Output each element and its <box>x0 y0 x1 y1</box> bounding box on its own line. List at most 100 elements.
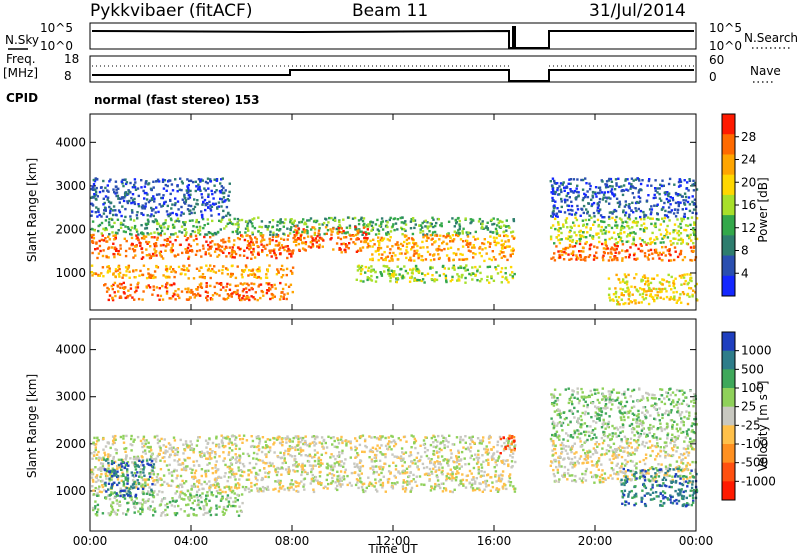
velocity-cell <box>377 473 381 476</box>
velocity-cell <box>116 467 119 470</box>
power-cell <box>692 208 696 211</box>
power-cell <box>136 187 140 190</box>
power-cell <box>159 294 163 298</box>
power-cell <box>122 196 125 199</box>
power-cell <box>265 243 269 247</box>
velocity-cell <box>468 436 471 439</box>
velocity-cell <box>90 452 93 455</box>
power-cell <box>564 248 567 251</box>
power-cell <box>628 213 631 216</box>
velocity-cell <box>480 463 483 466</box>
velocity-cell <box>114 448 117 451</box>
power-cell <box>624 250 627 253</box>
power-cell <box>500 267 504 270</box>
velocity-cell <box>133 455 136 459</box>
velocity-cell <box>193 471 197 475</box>
velocity-cell <box>420 483 423 486</box>
velocity-cell <box>391 435 394 438</box>
velocity-cell <box>384 436 387 440</box>
velocity-cell <box>303 488 306 491</box>
power-cell <box>124 225 127 228</box>
velocity-cell <box>292 469 295 472</box>
power-cell <box>108 211 112 215</box>
power-cell <box>438 256 441 260</box>
power-cell <box>229 255 232 258</box>
power-cell <box>238 231 241 234</box>
velocity-cell <box>381 486 384 489</box>
power-cell <box>626 189 630 192</box>
velocity-cell <box>265 488 269 491</box>
velocity-cell <box>90 471 93 474</box>
velocity-cell <box>286 435 289 438</box>
power-cell <box>189 209 192 212</box>
power-cell <box>378 241 381 244</box>
power-cell <box>686 200 690 204</box>
power-cell <box>660 290 663 293</box>
power-cell <box>643 215 646 218</box>
power-cell <box>486 275 489 278</box>
power-cell <box>656 290 659 294</box>
power-cell <box>579 229 582 233</box>
power-cell <box>171 223 175 227</box>
power-cell <box>198 226 202 229</box>
power-cell <box>647 194 650 197</box>
power-cell <box>276 220 279 224</box>
velocity-cell <box>486 448 490 451</box>
power-cell <box>508 226 511 229</box>
velocity-cell <box>460 482 463 485</box>
power-cell <box>106 196 110 199</box>
power-cell <box>286 256 289 260</box>
power-cell <box>294 244 298 247</box>
power-cell <box>604 186 608 189</box>
power-cell <box>335 227 338 231</box>
power-cell <box>114 268 118 271</box>
power-cell <box>587 255 590 259</box>
velocity-cell <box>329 465 333 468</box>
power-cell <box>130 233 133 236</box>
velocity-cell <box>470 472 473 475</box>
power-cell <box>114 234 117 237</box>
power-cell <box>603 216 606 219</box>
power-cell <box>106 286 109 290</box>
power-cell <box>220 198 224 201</box>
power-cell <box>632 179 635 182</box>
power-cell <box>127 264 130 268</box>
velocity-cell <box>494 475 497 478</box>
velocity-cell <box>311 464 315 467</box>
velocity-cell <box>478 488 481 492</box>
power-cell <box>604 247 608 251</box>
power-cell <box>575 254 578 257</box>
velocity-cell <box>482 460 485 463</box>
power-cell <box>107 221 111 224</box>
power-cell <box>90 234 93 237</box>
power-cell <box>650 289 653 293</box>
power-cell <box>559 210 562 213</box>
power-cell <box>646 184 649 187</box>
power-cell <box>462 240 465 243</box>
power-cell <box>237 225 240 229</box>
power-cell <box>396 218 400 221</box>
velocity-cell <box>152 458 156 461</box>
power-cell <box>97 210 100 214</box>
power-cell <box>369 278 372 281</box>
power-cell <box>384 256 388 259</box>
power-cell <box>268 264 271 267</box>
power-cell <box>252 296 255 299</box>
power-cell <box>230 253 234 256</box>
power-cell <box>195 288 198 291</box>
power-cell <box>426 250 430 254</box>
power-cell <box>108 205 111 209</box>
velocity-cell <box>429 461 433 464</box>
power-cell <box>279 281 282 285</box>
velocity-cell <box>255 435 258 439</box>
power-cell <box>512 218 515 221</box>
power-cell <box>668 281 671 284</box>
power-cell <box>122 281 125 285</box>
velocity-cell <box>405 467 409 470</box>
velocity-cell <box>117 458 121 461</box>
power-cell <box>482 242 486 246</box>
power-cell <box>376 228 379 231</box>
power-cell <box>577 191 580 194</box>
power-cell <box>116 269 119 272</box>
power-cell <box>219 288 223 291</box>
